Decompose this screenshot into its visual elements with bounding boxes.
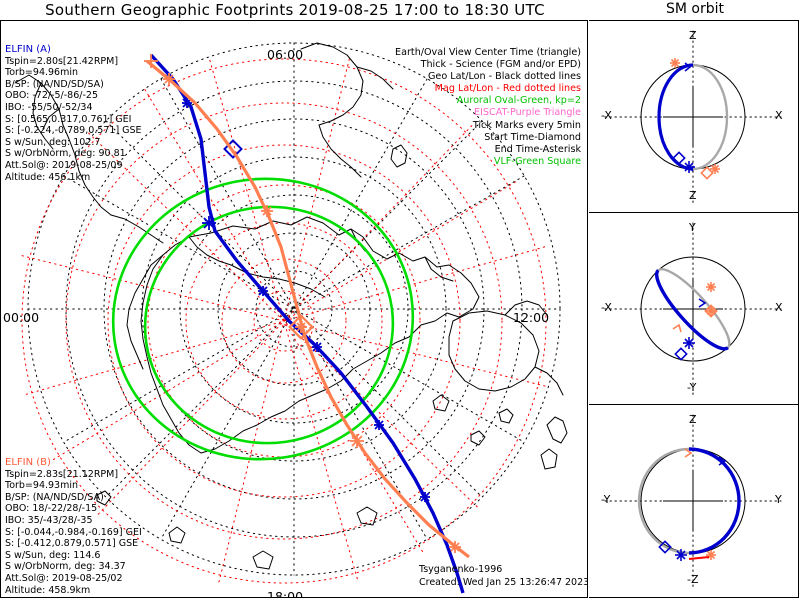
sm-yz-axis-left: -Y: [601, 493, 611, 506]
elfin-b-line: B/SP: (NA/ND/SD/SA): [5, 491, 104, 503]
sm-yz-graphic: [604, 414, 782, 590]
legend-item: VLF-Green Square: [493, 155, 581, 167]
legend-item: Tick Marks every 5min: [472, 119, 581, 131]
sm-xz-graphic: [604, 30, 782, 204]
coastlines: [14, 42, 568, 570]
elfin-b-line: Torb=94.93min: [5, 480, 79, 492]
sm-xz-axis-right: X: [775, 109, 783, 122]
legend-item: EISCAT-Purple Triangle: [474, 107, 581, 119]
track-elfin-a: [149, 53, 465, 594]
mlt-label-left: 00:00: [3, 310, 40, 325]
elfin-a-line: IBO: -55/50/-52/34: [5, 101, 93, 113]
legend-item: Mag Lat/Lon - Red dotted lines: [434, 83, 581, 95]
elfin-b-line: S: [-0.044,-0.984,-0.169] GEI: [5, 526, 142, 538]
legend-item: Thick - Science (FGM and/or EPD): [420, 59, 581, 71]
elfin-a-line: S: [-0.224,-0.789,0.571] GSE: [5, 125, 142, 137]
elfin-b-line: OBO: 18/-22/28/-15: [5, 503, 98, 515]
auroral-oval: [111, 177, 415, 461]
elfin-a-line: Altitude: 456.1km: [5, 171, 91, 183]
track-b-ticks: [163, 73, 461, 553]
elfin-b-line: S w/Sun, deg: 114.6: [5, 549, 101, 561]
elfin-b-name: ELFIN (B): [5, 457, 51, 468]
geo-grid: [27, 42, 561, 576]
track-b-center-diamond: [288, 314, 314, 340]
mlt-label-right: 12:00: [513, 310, 550, 325]
elfin-b-line: Altitude: 458.9km: [5, 584, 91, 596]
legend-item: Geo Lat/Lon - Black dotted lines: [427, 71, 581, 83]
sm-xy-axis-top: Y: [689, 221, 696, 234]
legend-item: Start Time-Diamond: [484, 131, 581, 143]
sm-yz-axis-top: Z: [689, 413, 697, 426]
sm-orbit-column: Z Z -X X: [589, 20, 799, 598]
polar-map-panel: ELFIN (A) Tspin=2.80s[21.42RPM] Torb=94.…: [0, 20, 588, 598]
sm-xz-axis-top: Z: [689, 29, 697, 42]
mlt-label-top: 06:00: [267, 47, 304, 62]
elfin-a-line: B/SP: (NA/ND/SD/SA): [5, 78, 104, 90]
sm-panel-yz: Z -Z -Y Y: [589, 405, 798, 597]
track-b-endmark: [144, 54, 158, 68]
elfin-b-line: S: [-0.412,0.879,0.571] GSE: [5, 538, 139, 550]
sm-xz-axis-left: -X: [601, 109, 612, 122]
sm-panel-xy: Y -Y -X X: [589, 213, 798, 405]
track-a-ticks: [182, 98, 430, 502]
elfin-a-info: ELFIN (A) Tspin=2.80s[21.42RPM] Torb=94.…: [5, 44, 142, 183]
elfin-a-line: Att.Sol@: 2019-08-25/09: [5, 159, 123, 171]
elfin-a-line: Torb=94.96min: [5, 67, 79, 79]
plot-legend: Earth/Oval View Center Time (triangle) T…: [395, 47, 581, 168]
mlt-label-bottom: 18:00: [267, 589, 304, 598]
elfin-a-line: S w/OrbNorm, deg: 90.81: [5, 148, 126, 160]
page-title: Southern Geographic Footprints 2019-08-2…: [45, 1, 545, 19]
elfin-a-line: Tspin=2.80s[21.42RPM]: [5, 55, 119, 67]
elfin-a-line: OBO: -72/-5/-86/-25: [5, 90, 98, 102]
elfin-a-line: S w/Sun, deg: 102.7: [5, 136, 101, 148]
sm-xz-axis-bottom: Z: [689, 189, 697, 202]
sm-panel-xz: Z Z -X X: [589, 21, 798, 213]
model-credit: Tsyganenko-1996: [419, 564, 503, 575]
elfin-b-line: IBO: 35/-43/28/-35: [5, 514, 93, 526]
elfin-b-line: S w/OrbNorm, deg: 34.37: [5, 561, 126, 573]
sm-orbit-title: SM orbit: [665, 1, 724, 17]
sm-xy-graphic: [604, 222, 782, 396]
polar-map-graphic: [14, 42, 568, 594]
sm-xy-axis-right: X: [775, 301, 783, 314]
legend-item: Auroral Oval-Green, kp=2: [456, 95, 581, 107]
sm-xy-axis-bottom: -Y: [687, 381, 697, 394]
mag-grid: [21, 58, 547, 584]
sm-xy-axis-left: -X: [601, 301, 612, 314]
elfin-a-name: ELFIN (A): [5, 44, 51, 55]
elfin-b-line: Att.Sol@: 2019-08-25/02: [5, 572, 123, 584]
elfin-a-line: S: [0.565,0.317,0.761] GEI: [5, 113, 132, 125]
elfin-b-line: Tspin=2.83s[21.12RPM]: [5, 468, 119, 480]
legend-item: Earth/Oval View Center Time (triangle): [395, 47, 581, 58]
sm-yz-axis-right: Y: [775, 493, 782, 506]
legend-item: End Time-Asterisk: [494, 143, 581, 155]
elfin-b-info: ELFIN (B) Tspin=2.83s[21.12RPM] Torb=94.…: [5, 457, 142, 596]
created-credit: Created: Wed Jan 25 13:26:47 2023: [419, 577, 588, 588]
sm-yz-axis-bottom: -Z: [687, 573, 699, 586]
